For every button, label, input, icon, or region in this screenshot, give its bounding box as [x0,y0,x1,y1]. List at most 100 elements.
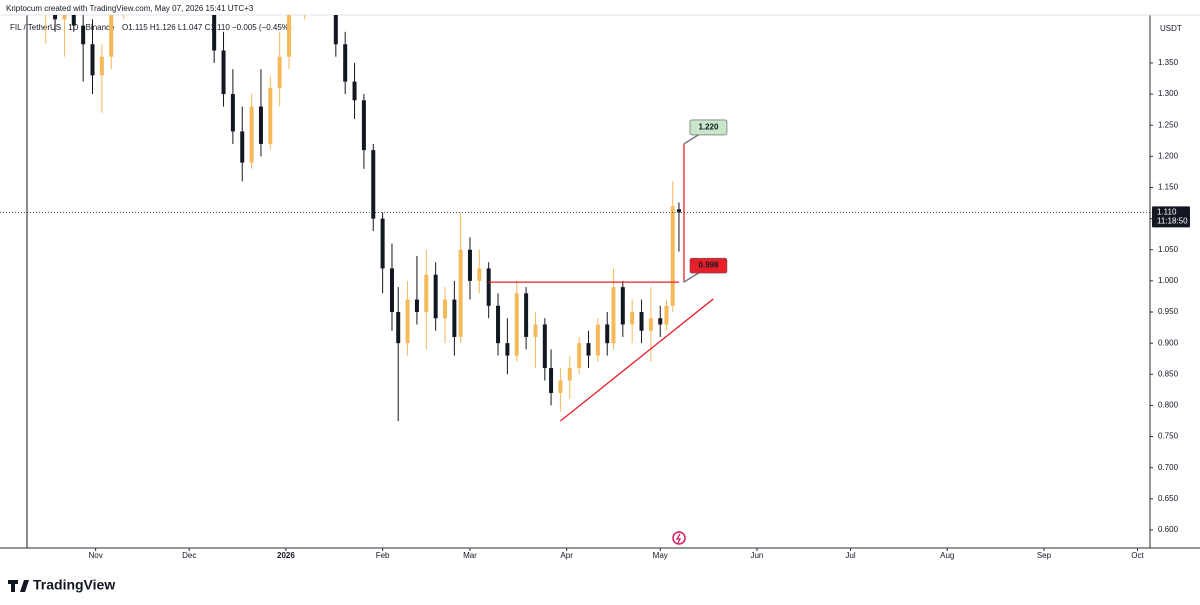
candle-body [221,50,226,95]
last-price-box [1152,206,1190,228]
header: Kriptocum created with TradingView.com, … [6,4,254,13]
logo: TradingView [8,577,115,593]
y-tick-label: 1.150 [1158,183,1179,192]
brand: TradingView [33,577,115,593]
candle-body [371,150,376,219]
candle-body [405,299,410,344]
candle-body [577,343,582,369]
x-tick-label: Jul [845,551,855,560]
y-tick-label: 0.800 [1158,401,1179,410]
callout-label: 1.220 [698,123,719,132]
candle-body [486,268,491,306]
x-tick-label: 2026 [277,551,295,560]
candle-body [664,305,669,325]
candle-body [277,56,282,88]
y-tick-label: 1.300 [1158,89,1179,98]
candle-body [458,249,463,337]
candle-body [639,312,644,331]
y-tick-label: 1.000 [1158,276,1179,285]
candle-body [676,209,681,213]
symbol: FIL / TetherUS · 1D · Binance [10,23,115,32]
candle-body [249,106,254,163]
candle-body [361,100,366,151]
candle-body [505,343,510,356]
y-tick-label: 0.700 [1158,463,1179,472]
x-tick-label: Apr [560,551,573,560]
candle-body [648,318,653,331]
callout-label: 0.998 [698,261,719,270]
last-price-label: 1.110 [1157,207,1177,216]
candle-body [109,15,114,57]
plot-area [45,0,681,421]
y-tick-label: 1.050 [1158,245,1179,254]
candle-body [268,87,273,144]
candle-body [90,44,95,76]
candle-body [496,305,501,344]
x-tick-label: Aug [940,551,954,560]
candle-body [605,324,610,344]
countdown: 11:18:50 [1157,216,1188,225]
x-tick-label: Feb [376,551,390,560]
x-tick-label: May [653,551,668,560]
x-tick-label: Sep [1037,551,1052,560]
candle-body [99,56,104,76]
alert-icon [672,531,686,545]
x-tick-label: Jun [750,551,763,560]
candle-body [542,324,547,369]
y-tick-label: 0.600 [1158,525,1179,534]
candle-body [670,206,675,306]
candle-body [380,218,385,269]
candle-body [424,274,429,313]
axis-unit: USDT [1160,24,1182,33]
candle-body [658,318,663,325]
candle-body [414,299,419,313]
ohlc: O1.115 H1.126 L1.047 C1.110 −0.005 (−0.4… [122,23,292,32]
trendline [560,298,714,422]
x-tick-label: Nov [89,551,103,560]
candle-body [595,324,600,356]
candle-body [433,274,438,319]
candle-body [611,287,616,344]
candle-body [240,131,245,163]
candle-body [452,299,457,337]
callout-pointer [683,271,701,283]
y-tick-label: 1.200 [1158,151,1179,160]
candle-body [303,0,307,1]
candle-body [343,44,348,82]
y-tick-label: 0.850 [1158,369,1179,378]
candle-body [558,380,563,393]
y-tick-label: 0.750 [1158,432,1179,441]
candle-body [352,81,357,101]
candle-body [333,15,338,45]
y-tick-label: 1.350 [1158,58,1179,67]
x-tick-label: Mar [463,551,477,560]
candle-body [230,94,235,132]
candle-body [467,249,472,281]
candle-body [81,25,86,45]
candle-body [524,293,529,337]
candle-body [212,15,217,51]
candle-body [443,299,448,319]
candle-body [389,268,394,313]
candle-body [533,324,538,337]
candle-body [258,106,263,144]
y-tick-label: 1.250 [1158,120,1179,129]
candle-body [53,15,58,20]
x-tick-label: Oct [1131,551,1144,560]
candle-body [630,312,635,325]
candle-body [477,268,482,281]
y-tick-label: 0.950 [1158,307,1179,316]
callout-box [689,257,728,274]
candle-body [71,15,76,26]
callout-pointer [683,133,701,145]
callout-box [689,119,728,136]
candle-body [62,15,67,20]
candle-body [514,293,519,356]
y-tick-label: 0.650 [1158,494,1179,503]
candle-body [549,368,554,393]
candle-body [620,287,625,325]
candle-body [287,15,292,57]
x-tick-label: Dec [182,551,196,560]
y-tick-label: 0.900 [1158,338,1179,347]
